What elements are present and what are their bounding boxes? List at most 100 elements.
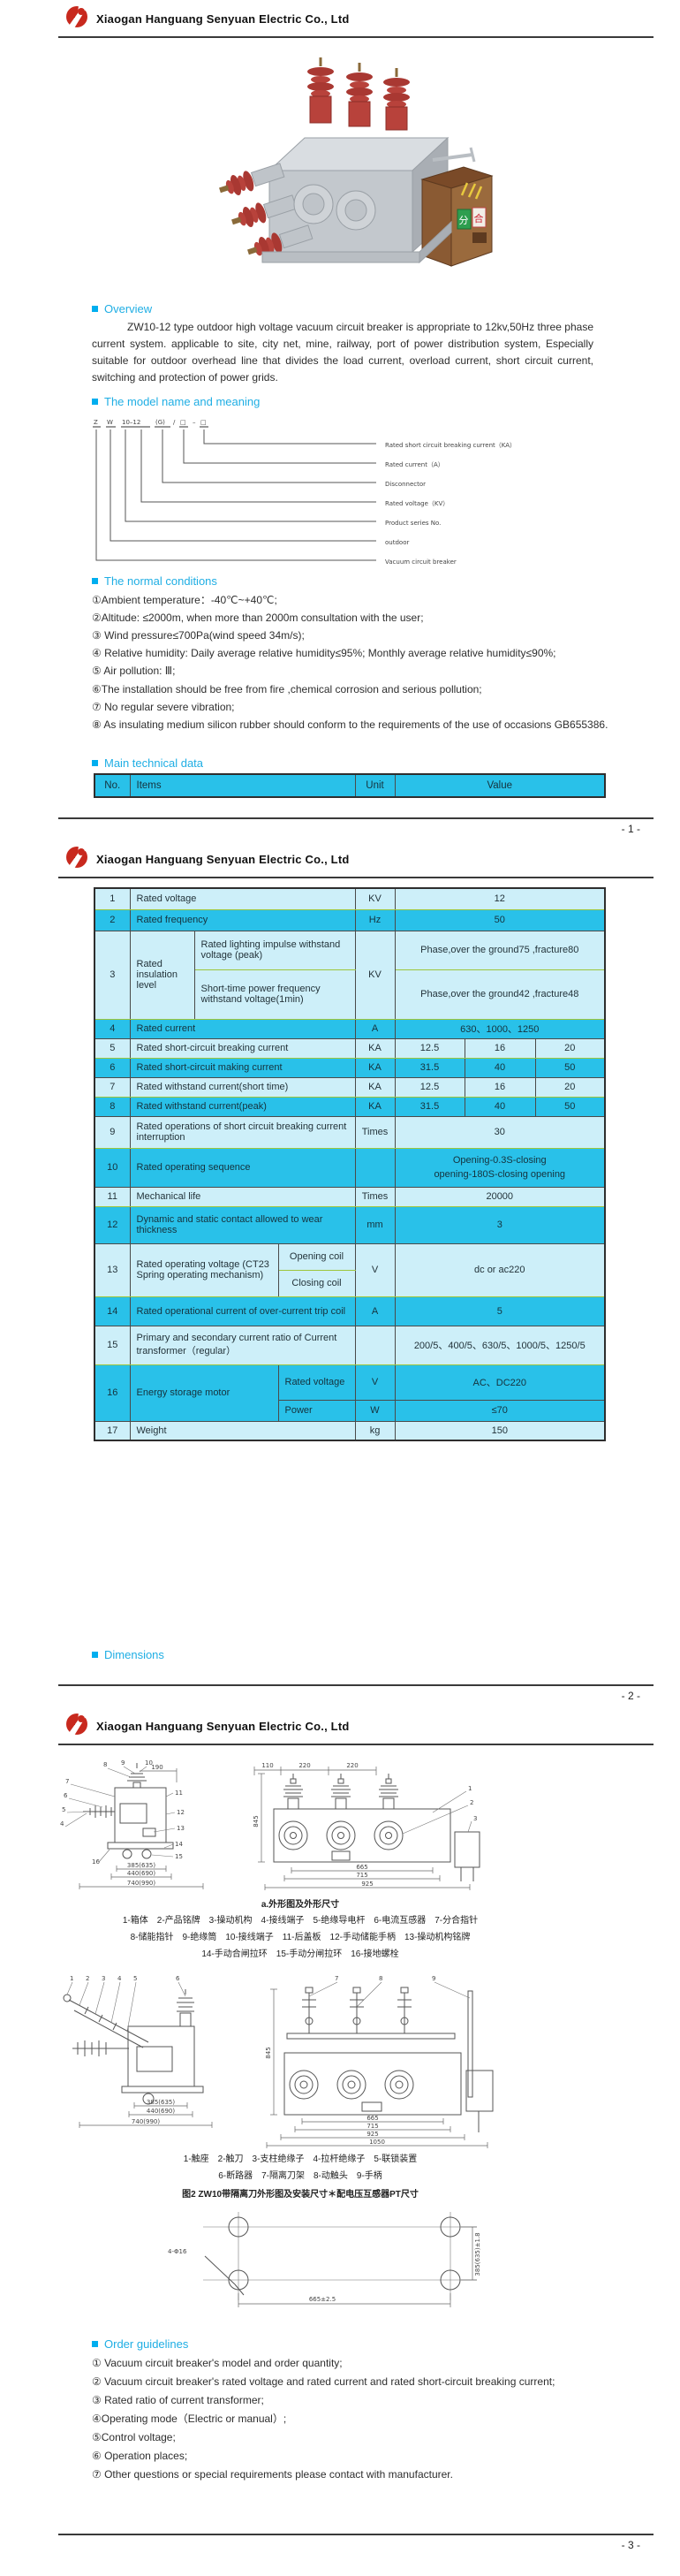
order-item: ⑤Control voltage; [92,2431,176,2444]
condition-item: ③ Wind pressure≤700Pa(wind speed 34m/s); [92,629,305,642]
mounting-holes-drawing: 4-Φ16 665±2.5 385(635)±1.8 [168,2212,481,2308]
svg-text:4: 4 [60,1820,64,1828]
svg-text:□: □ [200,419,207,426]
svg-text:2: 2 [86,1975,89,1982]
svg-text:440(690): 440(690) [147,2108,175,2115]
table-row: 6 Rated short-circuit making current KA 3… [94,1057,606,1078]
figure-a-legend: 1-箱体 2-产品铭牌 3-操动机构 4-接线端子 5-绝缘导电杆 6-电流互感… [122,1916,479,1960]
svg-text:Product series No.: Product series No. [385,520,441,527]
company-name: Xiaogan Hanguang Senyuan Electric Co., L… [96,853,350,867]
order-item: ② Vacuum circuit breaker's rated voltage… [92,2375,555,2389]
svg-text:1: 1 [70,1975,73,1982]
svg-text:13: 13 [177,1825,185,1832]
overview-paragraph: ZW10-12 type outdoor high voltage vacuum… [92,321,593,384]
svg-text:8: 8 [103,1761,107,1768]
svg-text:385(635)±1.8: 385(635)±1.8 [474,2232,481,2276]
table-row: 8 Rated withstand current(peak) KA 31.5 40… [94,1096,606,1117]
dimensions-title: Dimensions [104,1648,164,1662]
col-unit: Unit [354,773,396,798]
svg-text:845: 845 [265,2047,272,2058]
page-1-rule [58,817,654,820]
outline-drawing-b: 1 2 3 4 5 6 385(635) 440(690) 740(990) [63,1975,494,2149]
figure-a-caption: a.外形图及外形尺寸 [261,1900,340,1911]
section-technical: Main technical data [92,756,680,770]
svg-text:190: 190 [151,1764,162,1771]
svg-text:Rated short circuit breaking c: Rated short circuit breaking current（KA） [385,442,516,449]
svg-text:385(635): 385(635) [127,1862,155,1869]
col-value: Value [394,773,606,798]
company-name: Xiaogan Hanguang Senyuan Electric Co., L… [96,1720,350,1734]
svg-text:Rated current（A）: Rated current（A） [385,461,444,468]
page-number-3: - 3 - [621,2539,640,2552]
svg-text:440(690): 440(690) [127,1870,155,1877]
company-name: Xiaogan Hanguang Senyuan Electric Co., L… [96,12,350,26]
section-bullet-icon [92,398,98,405]
svg-text:10–12: 10–12 [122,419,140,426]
svg-text:9: 9 [121,1759,125,1767]
svg-text:9: 9 [432,1975,435,1982]
page-3: Xiaogan Hanguang Senyuan Electric Co., L… [0,1707,680,2551]
section-dimensions: Dimensions [92,1648,680,1661]
section-bullet-icon [92,577,98,584]
order-item: ⑦ Other questions or special requirement… [92,2468,453,2481]
top-bushing-icon [307,57,410,131]
side-bushing-icon [219,163,314,258]
svg-text:outdoor: outdoor [385,539,409,546]
svg-text:6: 6 [64,1792,68,1799]
svg-text:□: □ [180,419,186,426]
condition-item: ⑧ As insulating medium silicon rubber sh… [92,718,608,731]
svg-text:3: 3 [473,1815,477,1822]
table-row: Closing coil [94,1269,605,1297]
technical-table: 1 Rated voltage KV 12 2 Rated frequency Hz 5… [94,887,607,1442]
page-1: Xiaogan Hanguang Senyuan Electric Co., L… [0,0,680,835]
conditions-title: The normal conditions [104,574,217,588]
col-no: No. [94,773,131,798]
svg-text:925: 925 [361,1881,373,1888]
svg-text:8: 8 [379,1975,382,1982]
section-bullet-icon [92,306,98,312]
svg-text:715: 715 [356,1872,367,1879]
svg-text:220: 220 [298,1762,310,1769]
table-row: Power W ≤70 [94,1399,606,1422]
svg-text:1050: 1050 [369,2139,385,2146]
table-row: 3 Rated insulation level Rated lighting … [94,930,606,1020]
order-item: ③ Rated ratio of current transformer; [92,2394,264,2407]
svg-text:14: 14 [175,1841,183,1848]
svg-text:/: / [173,419,176,426]
company-logo-icon [65,5,88,33]
svg-text:Disconnector: Disconnector [385,481,426,488]
svg-text:740(990): 740(990) [127,1880,155,1887]
order-title: Order guidelines [104,2337,189,2352]
table-row: 14 Rated operational current of over-curr… [94,1296,606,1326]
company-logo-icon [65,846,88,873]
svg-text:Z: Z [94,419,98,426]
section-overview: Overview [92,302,680,315]
svg-text:925: 925 [366,2131,378,2138]
table-row: 11 Mechanical life Times 20000 [94,1186,606,1207]
company-header: Xiaogan Hanguang Senyuan Electric Co., L… [58,840,654,879]
svg-text:385(635): 385(635) [147,2099,175,2106]
table-row: 16 Energy storage motor Rated voltage V … [94,1364,606,1422]
condition-item: ①Ambient temperature：-40℃~+40℃; [92,593,277,606]
section-bullet-icon [92,2341,98,2348]
svg-text:7: 7 [65,1778,69,1785]
section-order: Order guidelines [92,2337,680,2351]
svg-text:740(990): 740(990) [132,2118,160,2125]
svg-text:4-Φ16: 4-Φ16 [168,2248,187,2255]
page-2-rule [58,1684,654,1687]
col-items: Items [129,773,356,798]
svg-text:7: 7 [335,1975,338,1982]
condition-item: ⑦ No regular severe vibration; [92,700,235,713]
control-box-icon: 分 合 [420,166,494,267]
svg-text:4: 4 [117,1975,122,1982]
condition-item: ⑥The installation should be free from fi… [92,682,482,695]
svg-text:16: 16 [92,1858,100,1866]
table-row: 2 Rated frequency Hz 50 [94,908,606,931]
svg-text:110: 110 [261,1762,273,1769]
svg-text:W: W [107,419,113,426]
condition-item: ④ Relative humidity: Daily average relat… [92,647,556,660]
section-conditions: The normal conditions [92,574,680,588]
close-sticker: 合 [474,212,484,224]
order-item: ④Operating mode（Electric or manual）; [92,2413,287,2426]
